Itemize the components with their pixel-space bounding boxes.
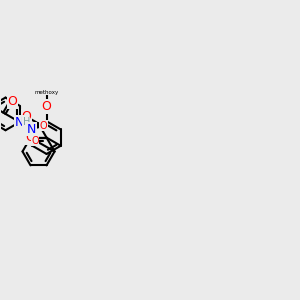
Text: O: O (31, 136, 39, 146)
Text: O: O (42, 100, 52, 113)
Text: O: O (8, 95, 17, 108)
Text: N: N (15, 116, 24, 129)
Text: N: N (27, 122, 36, 136)
Text: H: H (22, 117, 30, 127)
Text: O: O (21, 110, 31, 123)
Text: O: O (40, 121, 47, 131)
Text: O: O (25, 131, 35, 144)
Text: O: O (25, 131, 35, 144)
Text: methoxy: methoxy (34, 90, 59, 95)
